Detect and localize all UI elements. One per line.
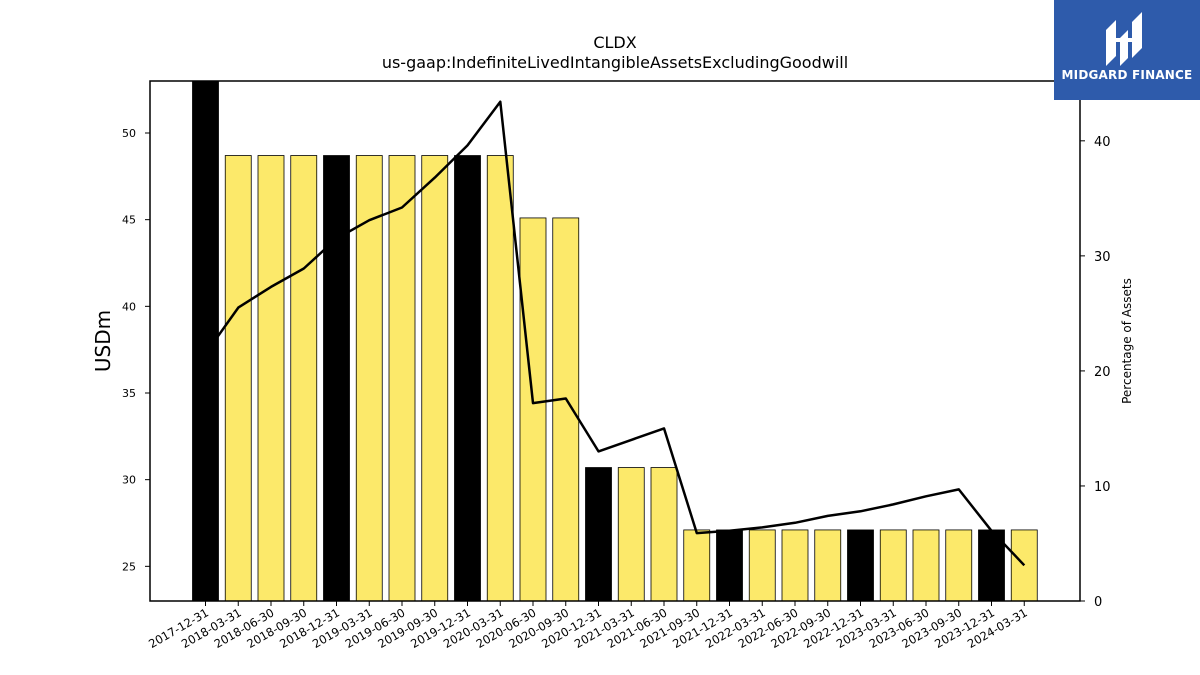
bar-2020-06-30	[519, 217, 547, 602]
y-axis-label: USDm	[91, 310, 115, 372]
bar-2018-09-30	[290, 155, 318, 602]
bar-2021-09-30	[683, 529, 711, 602]
y2-axis-label: Percentage of Assets	[1120, 278, 1134, 404]
bar-2024-03-31	[1010, 529, 1038, 602]
midgard-logo-icon	[1106, 12, 1142, 66]
bar-2020-03-31	[486, 155, 514, 602]
bar-2021-03-31	[617, 467, 645, 602]
chart-subtitle: us-gaap:IndefiniteLivedIntangibleAssetsE…	[381, 53, 849, 72]
bar-2018-06-30	[257, 155, 285, 602]
bar-2022-12-31	[847, 529, 874, 602]
chart-title: CLDX	[593, 33, 637, 52]
y2-tick-label: 30	[1094, 250, 1111, 265]
y-tick-label: 50	[122, 127, 136, 140]
bar-2021-12-31	[716, 529, 743, 602]
bar-2022-06-30	[781, 529, 809, 602]
logo-text: MIDGARD FINANCE	[1061, 68, 1193, 82]
y-tick-label: 25	[122, 560, 136, 573]
brand-logo: MIDGARD FINANCE	[1054, 0, 1200, 100]
bar-2022-09-30	[814, 529, 842, 602]
bar-2023-03-31	[879, 529, 907, 602]
bar-2023-06-30	[912, 529, 940, 602]
bar-2021-06-30	[650, 467, 678, 602]
bar-2018-03-31	[224, 155, 252, 602]
bar-2020-12-31	[585, 467, 612, 602]
bar-2019-09-30	[421, 155, 449, 602]
bar-2020-09-30	[552, 217, 580, 602]
y2-tick-label: 20	[1094, 365, 1111, 380]
y2-tick-label: 10	[1094, 480, 1111, 495]
bar-2023-12-31	[978, 529, 1005, 602]
y-tick-label: 40	[122, 300, 136, 313]
y2-tick-label: 40	[1094, 135, 1111, 150]
bar-2018-12-31	[323, 155, 350, 602]
y2-tick-label: 0	[1094, 595, 1102, 610]
bar-2019-06-30	[388, 155, 416, 602]
bar-2022-03-31	[748, 529, 776, 602]
percentage-of-assets-line	[204, 100, 1026, 567]
plot-frame	[149, 80, 1081, 602]
y-tick-label: 45	[122, 214, 136, 227]
y-tick-label: 35	[122, 387, 136, 400]
bar-2019-03-31	[355, 155, 383, 602]
bar-2023-09-30	[945, 529, 973, 602]
bar-2019-12-31	[454, 155, 481, 602]
y-tick-label: 30	[122, 474, 136, 487]
